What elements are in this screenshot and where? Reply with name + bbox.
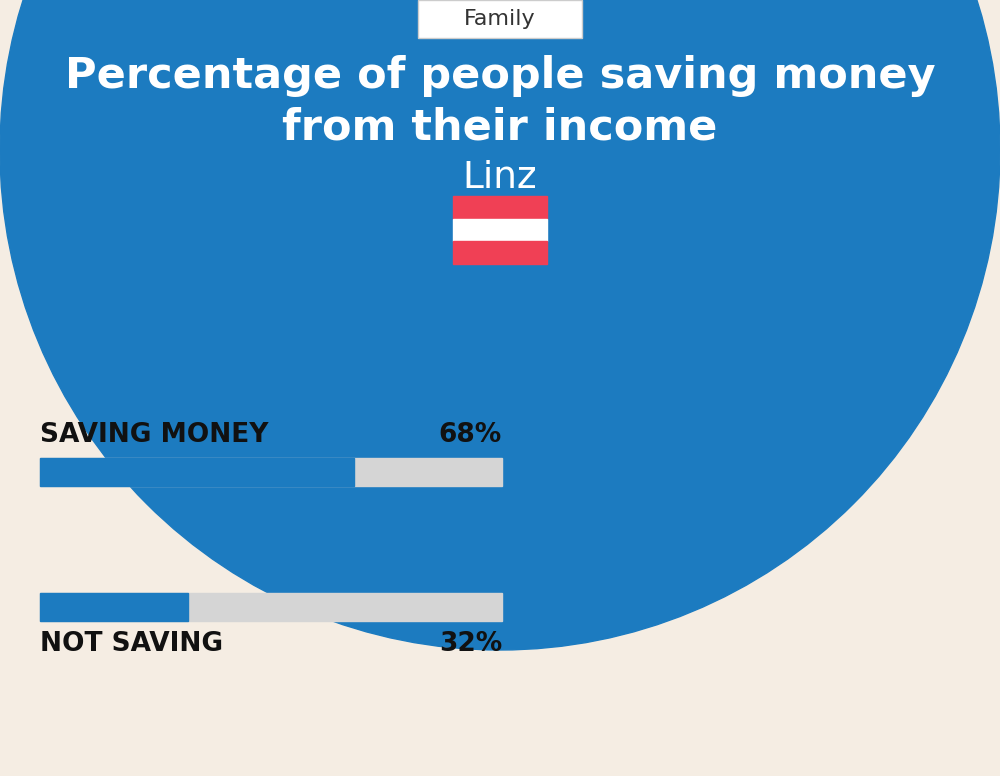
Text: Percentage of people saving money: Percentage of people saving money <box>65 55 935 97</box>
FancyBboxPatch shape <box>418 0 582 38</box>
Circle shape <box>0 0 1000 650</box>
Bar <box>453 241 547 264</box>
Bar <box>40 458 354 486</box>
Bar <box>40 593 188 621</box>
Text: Family: Family <box>464 9 536 29</box>
Text: from their income: from their income <box>282 107 718 149</box>
Bar <box>40 593 502 621</box>
Text: Linz: Linz <box>463 160 537 196</box>
Bar <box>453 196 547 219</box>
Text: 32%: 32% <box>439 631 502 657</box>
Bar <box>453 219 547 241</box>
Text: SAVING MONEY: SAVING MONEY <box>40 422 268 448</box>
Bar <box>40 458 502 486</box>
Text: 68%: 68% <box>439 422 502 448</box>
Text: NOT SAVING: NOT SAVING <box>40 631 223 657</box>
